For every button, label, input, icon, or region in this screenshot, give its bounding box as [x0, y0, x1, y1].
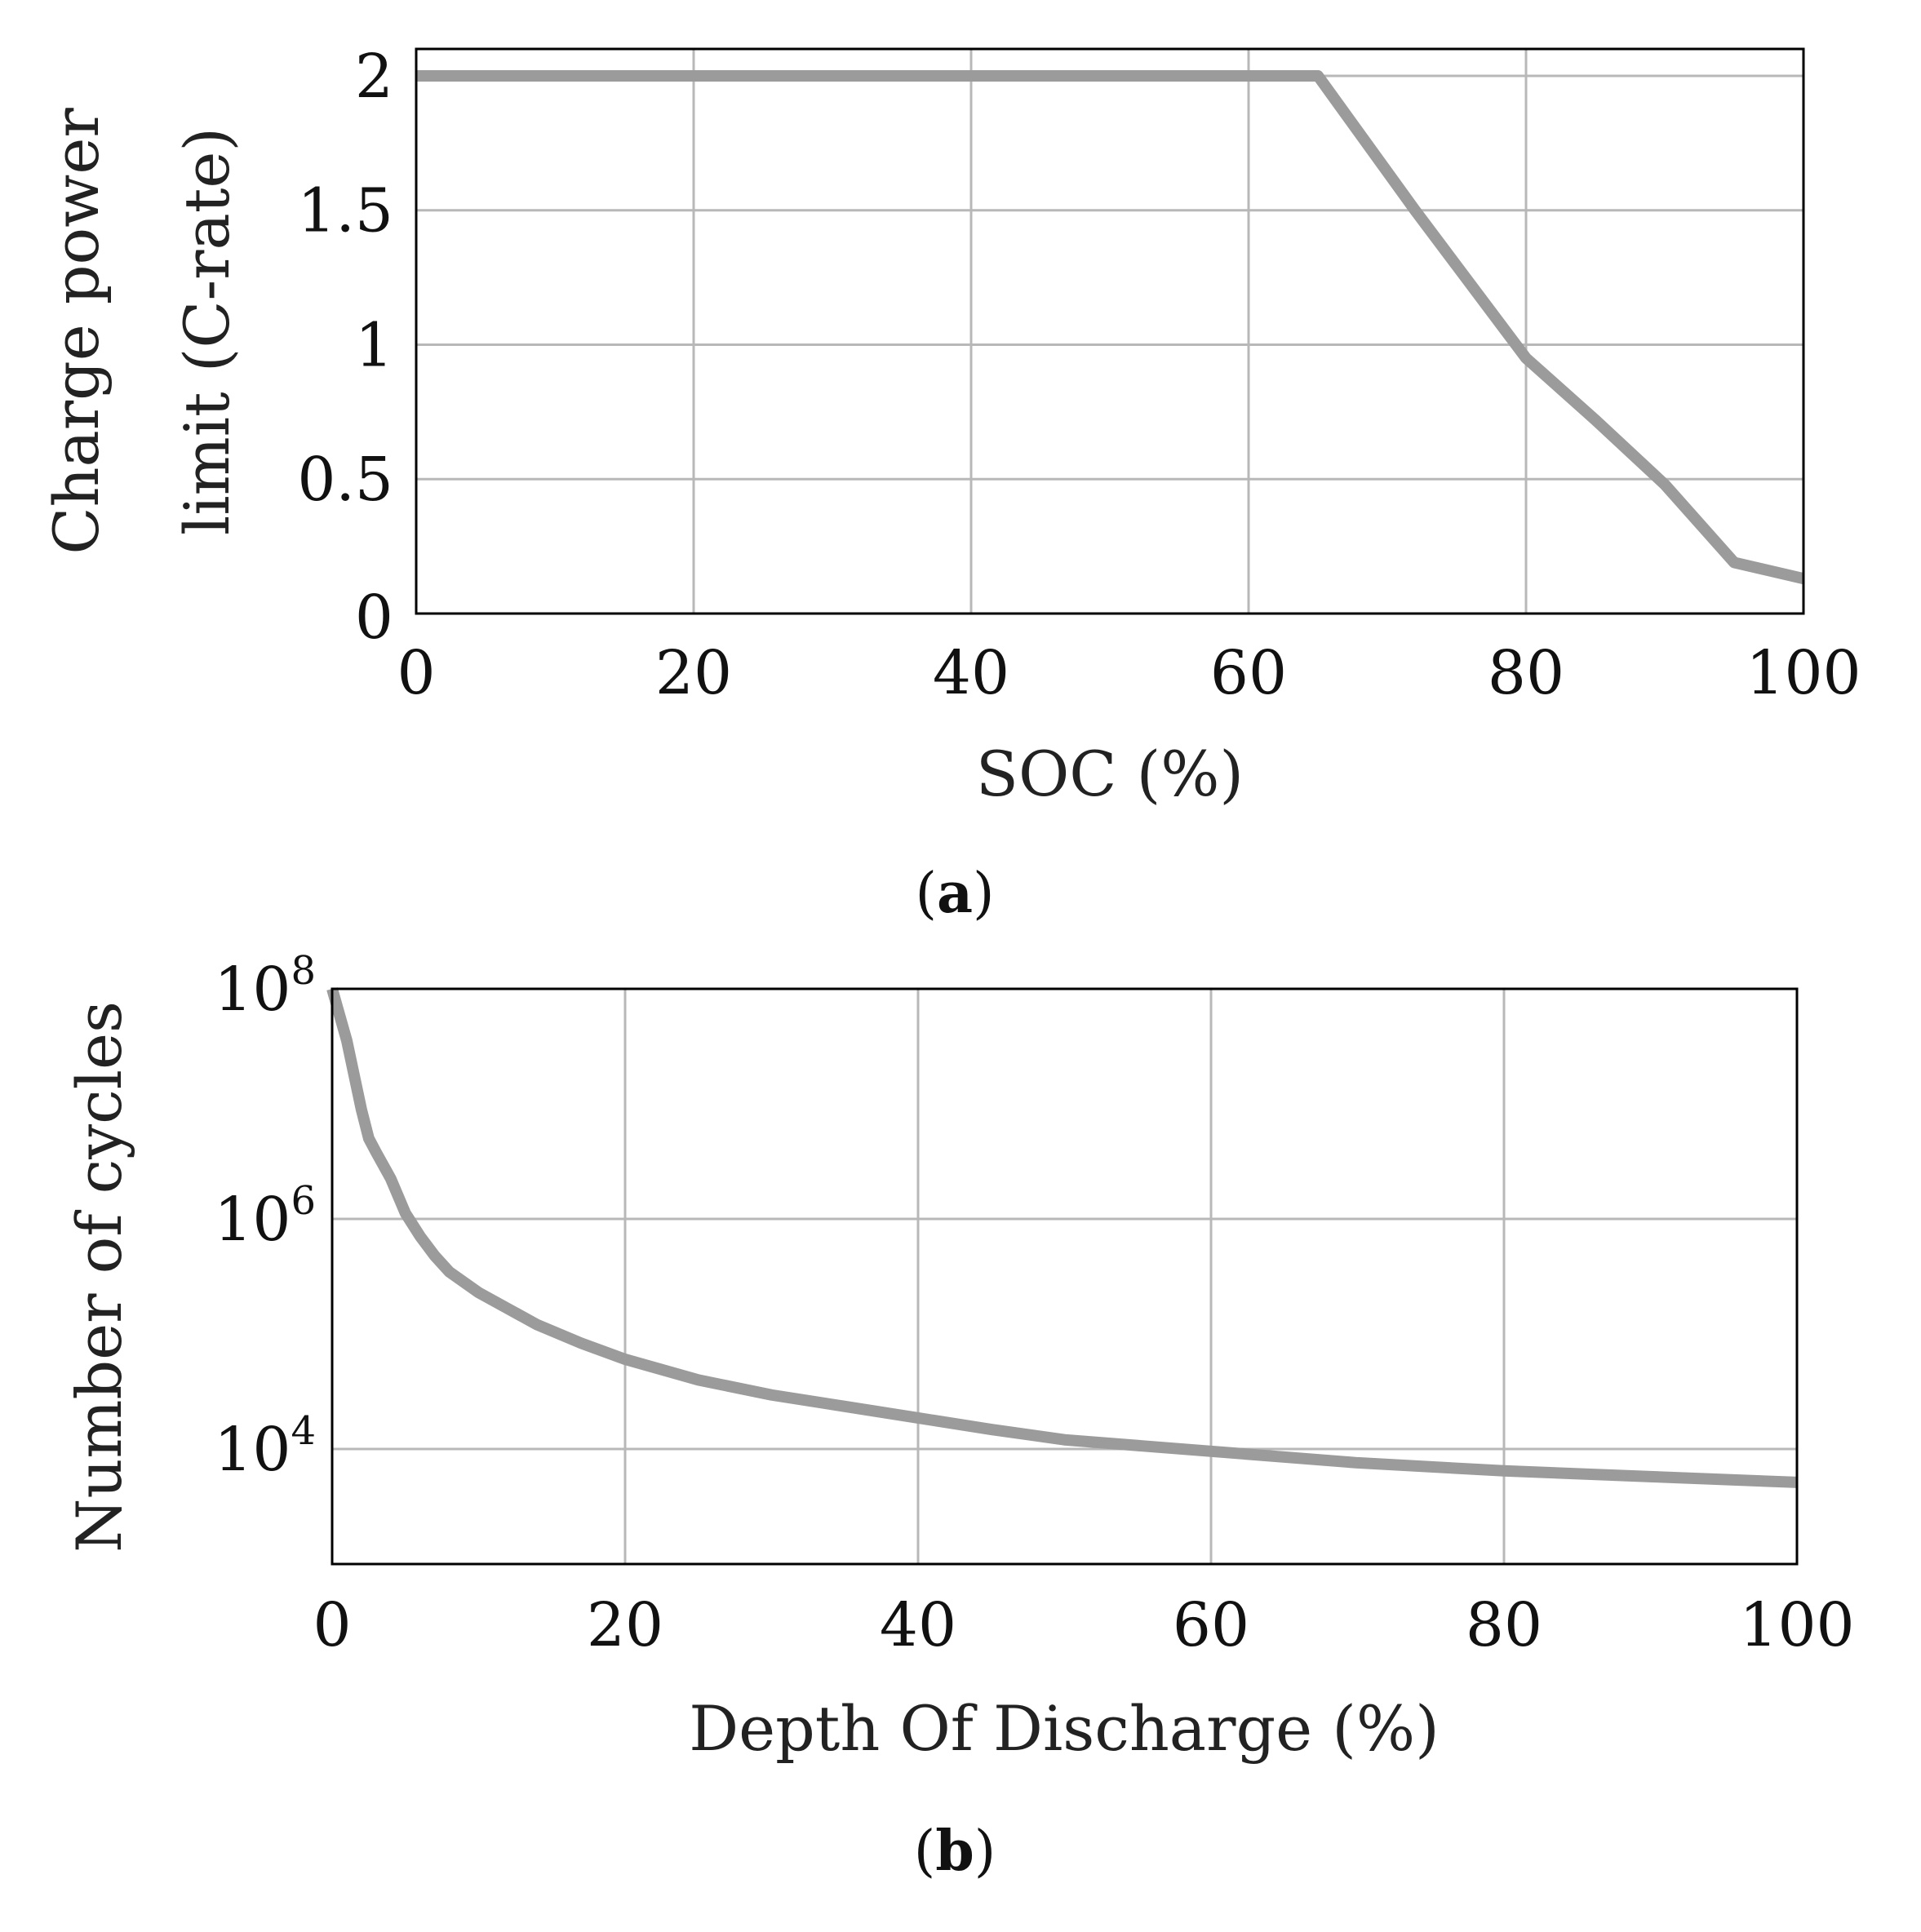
chart-b-x-tick-label: 0	[313, 1590, 351, 1660]
chart-b-caption: (b)	[914, 1819, 996, 1884]
chart-b-y-tick-base: 10	[214, 1415, 291, 1485]
chart-b-x-tick-label: 20	[587, 1590, 663, 1660]
chart-a-y-axis-label-line-1: Charge power	[40, 108, 113, 555]
chart-a-y-tick-label: 0.5	[297, 445, 393, 515]
chart-b-x-tick-labels: 0 20 40 60 80 100	[313, 1590, 1854, 1660]
chart-a-x-tick-label: 0	[397, 638, 435, 708]
chart-b-caption-letter: b	[935, 1819, 974, 1884]
chart-a-y-axis-label-line-2: limit (C-rate)	[171, 127, 243, 535]
chart-a-y-tick-label: 2	[355, 42, 393, 112]
chart-a-y-tick-label: 1.5	[297, 176, 393, 246]
chart-b-x-tick-label: 100	[1739, 1590, 1854, 1660]
chart-b-y-axis-label: Number of cycles	[63, 1001, 135, 1553]
chart-a-plot-frame	[415, 47, 1805, 615]
chart-b-y-tick-exponent: 8	[291, 948, 316, 994]
chart-b-y-tick-exponent: 4	[291, 1408, 316, 1454]
chart-a-x-tick-label: 60	[1210, 638, 1287, 708]
chart-a-y-tick-label: 0	[355, 583, 393, 653]
chart-b-x-tick-label: 40	[880, 1590, 956, 1660]
chart-b-y-tick-base: 10	[214, 955, 291, 1025]
chart-a-y-tick-label: 1	[355, 310, 393, 380]
chart-a-y-tick-labels: 0 0.5 1 1.5 2	[297, 42, 393, 653]
chart-a-caption: (a)	[915, 861, 994, 926]
chart-b-y-tick-base: 10	[214, 1185, 291, 1255]
chart-a-y-axis-label: Charge power limit (C-rate)	[40, 108, 243, 555]
chart-a-grid	[415, 49, 1805, 615]
chart-b-plot-frame	[331, 987, 1799, 1566]
chart-b-series-line	[326, 987, 1798, 1488]
chart-a-x-tick-label: 80	[1488, 638, 1564, 708]
chart-a-series-line	[416, 69, 1805, 584]
chart-b-y-tick-label: 108	[214, 948, 316, 1025]
chart-a-caption-letter: a	[937, 861, 973, 926]
chart-a-x-tick-label: 20	[655, 638, 732, 708]
chart-b-x-axis-label: Depth Of Discharge (%)	[689, 1692, 1440, 1765]
chart-b-y-tick-exponent: 6	[291, 1178, 316, 1224]
chart-b-y-tick-label: 104	[214, 1408, 316, 1485]
chart-a-x-tick-label: 40	[933, 638, 1009, 708]
chart-b-x-tick-label: 60	[1173, 1590, 1249, 1660]
chart-a: 0 20 40 60 80 100 0 0.5 1 1.5 2 SOC (%) Charge po…	[40, 42, 1861, 926]
chart-b-y-tick-label: 106	[214, 1178, 316, 1255]
chart-a-x-tick-label: 100	[1746, 638, 1861, 708]
chart-a-x-axis-label: SOC (%)	[976, 738, 1244, 810]
chart-b-x-tick-label: 80	[1466, 1590, 1542, 1660]
chart-a-x-tick-labels: 0 20 40 60 80 100	[397, 638, 1861, 708]
